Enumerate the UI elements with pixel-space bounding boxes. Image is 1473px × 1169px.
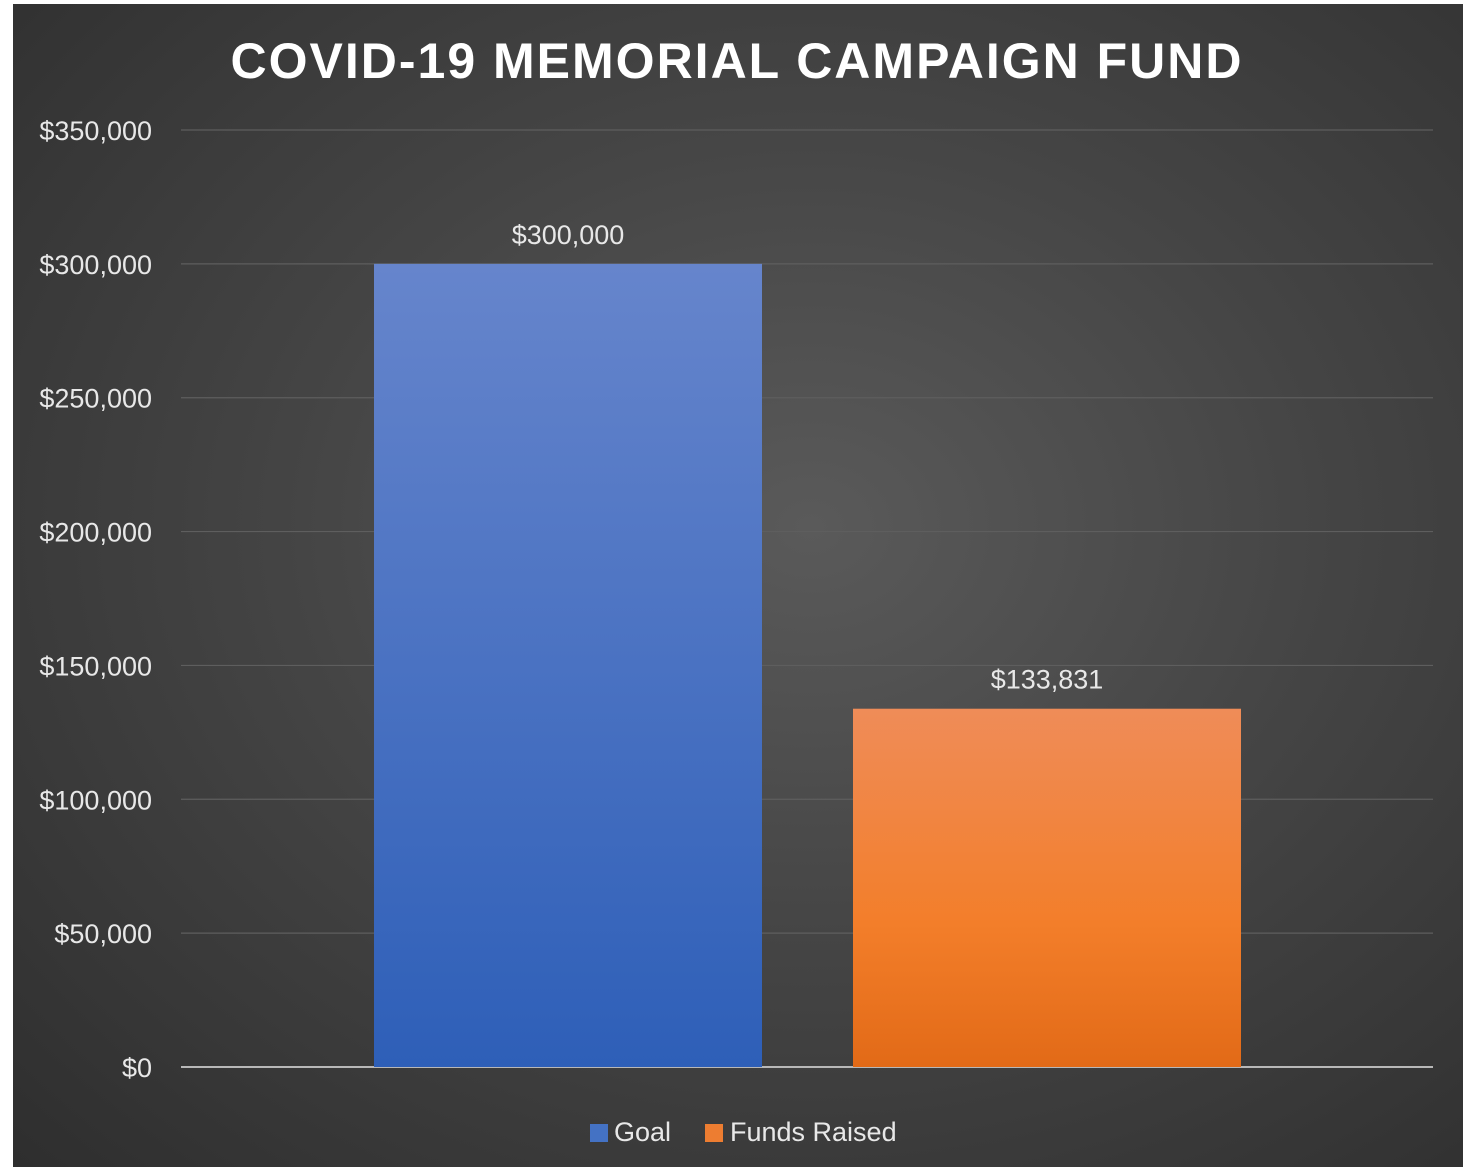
data-label: $133,831 xyxy=(991,665,1104,695)
bar-goal xyxy=(374,263,762,1067)
y-tick-label: $200,000 xyxy=(39,518,152,548)
data-label: $300,000 xyxy=(512,220,625,250)
y-tick-label: $300,000 xyxy=(39,250,152,280)
bar-funds-raised xyxy=(853,708,1241,1067)
legend-swatch xyxy=(590,1124,608,1142)
y-tick-label: $250,000 xyxy=(39,384,152,414)
legend-label: Funds Raised xyxy=(730,1117,897,1147)
legend-label: Goal xyxy=(614,1117,671,1147)
chart-title: COVID-19 MEMORIAL CAMPAIGN FUND xyxy=(231,33,1244,89)
bars xyxy=(374,263,1241,1067)
y-tick-label: $0 xyxy=(122,1053,152,1083)
y-tick-label: $150,000 xyxy=(39,651,152,681)
y-tick-label: $350,000 xyxy=(39,116,152,146)
y-tick-label: $100,000 xyxy=(39,785,152,815)
y-tick-label: $50,000 xyxy=(54,919,152,949)
legend-swatch xyxy=(705,1124,723,1142)
legend: Goal Funds Raised xyxy=(590,1117,897,1147)
gridlines xyxy=(181,129,1433,1068)
y-axis: $0 $50,000 $100,000 $150,000 $200,000 $250,00… xyxy=(39,116,152,1083)
data-labels: $300,000 $133,831 xyxy=(512,220,1104,695)
